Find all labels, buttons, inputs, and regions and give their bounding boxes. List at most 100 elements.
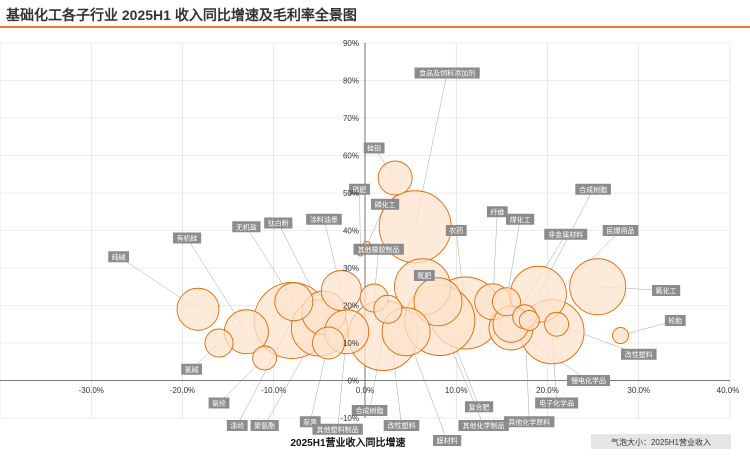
bubble-label-bg (351, 405, 388, 416)
bubble-label-bg (370, 198, 400, 210)
bubble-label: 纤维 (486, 206, 508, 218)
bubble-label-bg (264, 217, 293, 229)
bubble-label: 非金属材料 (544, 228, 588, 240)
bubble-label-bg (208, 397, 230, 409)
bubble-label: 磷肥 (349, 183, 370, 195)
chart-title: 基础化工各子行业 2025H1 收入同比增速及毛利率全景图 (6, 7, 357, 23)
bubble-label-text: 其他化学制品 (463, 421, 505, 430)
bubble-label-bg (299, 416, 321, 428)
bubble-label-bg (353, 243, 404, 255)
bubble-label: 改性塑料 (620, 348, 657, 360)
bubble-label-text: 食品及饲料添加剂 (419, 69, 475, 78)
bubble-label-bg (620, 348, 657, 360)
bubble (413, 277, 463, 327)
leader-line (359, 189, 361, 254)
y-tick-label: 60% (343, 152, 359, 161)
bubble-label: 膜材料 (433, 435, 462, 446)
x-tick-label: 40.0% (717, 386, 740, 395)
bubble-label-bg (664, 315, 686, 326)
bubble (373, 294, 403, 324)
bubble-label-bg (458, 420, 509, 431)
bubble-label-text: 锂电化学品 (571, 376, 606, 385)
y-tick-label: -10% (340, 414, 359, 423)
bubble-label-text: 改性塑料 (625, 350, 653, 359)
bubble-label-bg (535, 397, 579, 409)
bubble-label: 农药 (445, 225, 467, 236)
bubble-label-bg (414, 67, 480, 79)
bubble (612, 327, 629, 344)
bubble-label: 氯碱 (181, 363, 203, 375)
bubble-label-text: 氯碱 (185, 365, 199, 374)
bubble-label-bg (413, 270, 435, 281)
bubble-label: 轮胎 (664, 315, 686, 326)
bubble-label: 无机盐 (232, 221, 261, 233)
bubble-label-bg (433, 435, 462, 446)
bubble-label: 聚氨酯 (250, 420, 279, 431)
bubble-label-text: 电子化学品 (539, 399, 574, 408)
bubble-label: 磷化工 (370, 198, 400, 210)
size-legend: 气泡大小：2025H1营业收入 (591, 434, 731, 449)
bubble-label-text: 农药 (449, 226, 463, 235)
bubbles (176, 160, 629, 371)
bubble-label-text: 合成树脂 (356, 406, 384, 415)
bubble-label: 食品及饲料添加剂 (414, 67, 480, 79)
bubble-label-bg (172, 232, 202, 244)
bubble-label: 涂料油墨 (306, 213, 342, 225)
bubble-label-text: 钛白粉 (268, 219, 289, 228)
bubble-label-text: 磷化工 (375, 200, 396, 209)
x-tick-label: -30.0% (79, 386, 104, 395)
bubble-label-text: 改性塑料 (388, 421, 416, 430)
bubble-label-bg (575, 183, 611, 195)
bubble-label-text: 其他橡胶制品 (358, 245, 400, 254)
bubble-label-text: 炭黑 (303, 418, 317, 426)
bubble (176, 287, 220, 331)
bubble (569, 258, 627, 316)
bubble-label-text: 纤维 (490, 207, 504, 216)
bubble-label-text: 磷肥 (353, 185, 367, 194)
bubble-label: 合成树脂 (351, 405, 388, 416)
bubble-label: 煤化工 (506, 213, 535, 225)
bubble-label-text: 复合肥 (469, 402, 490, 411)
bubble-label-bg (232, 221, 261, 233)
bubble-label-bg (504, 416, 555, 428)
x-tick-label: 0.0% (356, 386, 374, 395)
bubble-label-bg (363, 142, 385, 154)
bubble-label-text: 轮胎 (668, 316, 682, 325)
y-tick-label: 70% (343, 114, 359, 123)
bubble-label: 民爆用品 (602, 225, 639, 236)
bubble-label: 电子化学品 (535, 397, 579, 409)
bubble-label-bg (250, 420, 279, 431)
x-tick-label: 10.0% (445, 386, 468, 395)
bubble-label: 锂电化学品 (567, 375, 611, 386)
bubble-label-text: 氟化工 (656, 286, 677, 295)
bubble-label-text: 膜材料 (437, 436, 458, 445)
bubble-label: 复合肥 (464, 401, 494, 413)
bubble (377, 160, 413, 196)
bubble-label-bg (226, 420, 248, 431)
bubble-label: 硅铝 (363, 142, 385, 154)
x-tick-label: 20.0% (536, 386, 559, 395)
bubble-label-bg (486, 206, 508, 218)
leader-line (366, 204, 386, 246)
tick-labels: -30.0% -20.0% -10.0% 0.0% 10.0% 20.0% 30.0% 40.… (79, 39, 740, 423)
bubble-label-bg (108, 251, 130, 263)
bubble-label: 涤纶 (226, 420, 248, 431)
y-tick-label: 80% (343, 77, 359, 86)
bubble-label-bg (464, 401, 494, 413)
y-tick-label: 30% (343, 264, 359, 273)
bubble-label-text: 民爆用品 (607, 226, 635, 235)
bubble-label-text: 硅铝 (367, 144, 381, 153)
y-tick-label: 10% (343, 339, 359, 348)
bubble-label-text: 聚氨酯 (254, 421, 275, 430)
bubble-label-text: 涤纶 (230, 421, 244, 430)
bubble-label: 其他塑料制品 (312, 423, 363, 435)
bubble-label: 氟化工 (652, 285, 681, 296)
bubble-label: 改性塑料 (383, 420, 420, 431)
bubble-label: 氮肥 (413, 270, 435, 281)
bubble-label-text: 氨纶 (212, 399, 226, 408)
bubble-label-text: 氮肥 (417, 271, 431, 280)
title-rule (0, 26, 750, 28)
bubble (274, 282, 314, 322)
